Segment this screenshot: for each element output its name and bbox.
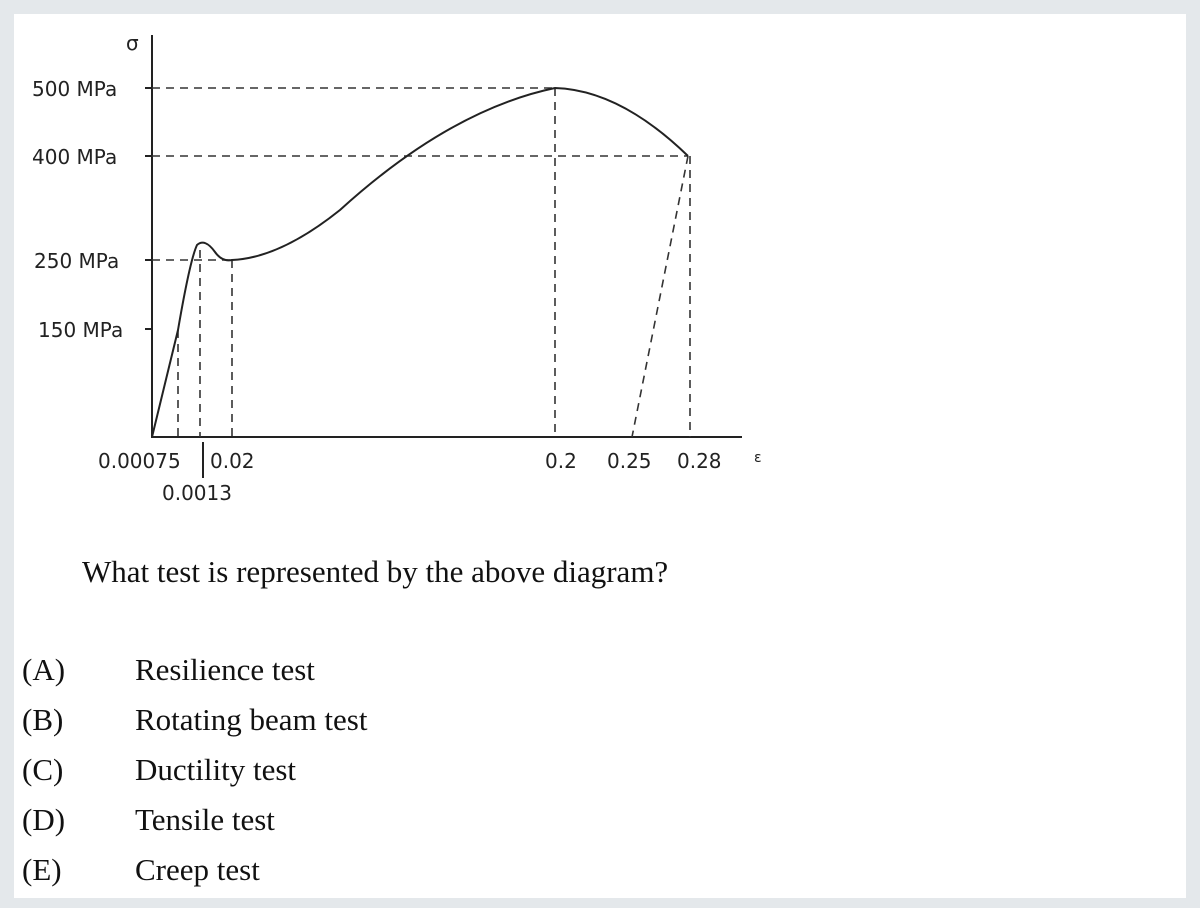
guide-lines	[152, 87, 691, 438]
x-label: 0.25	[607, 449, 652, 473]
option-letter: (C)	[22, 752, 63, 787]
option-text: Resilience test	[135, 652, 315, 687]
diagram: σ 500 MPa 400 MPa 250 MPa 150 MPa 0.0007…	[32, 31, 762, 505]
y-label: 150 MPa	[38, 318, 123, 342]
options: (A) Resilience test (B) Rotating beam test (…	[22, 652, 368, 887]
x-label: 0.00075	[98, 449, 181, 473]
panel	[14, 14, 1186, 898]
option-letter: (A)	[22, 652, 65, 687]
y-label: 500 MPa	[32, 77, 117, 101]
option-letter: (E)	[22, 852, 62, 887]
x-axis-label: ε	[754, 450, 762, 466]
option-text: Creep test	[135, 852, 260, 887]
y-label: 250 MPa	[34, 249, 119, 273]
y-ticks	[145, 87, 152, 330]
option-letter: (D)	[22, 802, 65, 837]
x-label: 0.2	[545, 449, 577, 473]
option-text: Ductility test	[135, 752, 296, 787]
y-label: 400 MPa	[32, 145, 117, 169]
y-axis-label: σ	[126, 31, 139, 55]
option-text: Tensile test	[135, 802, 275, 837]
x-label: 0.0013	[162, 481, 232, 505]
x-label: 0.28	[677, 449, 722, 473]
option-text: Rotating beam test	[135, 702, 368, 737]
question: What test is represented by the above di…	[82, 554, 668, 589]
x-label: 0.02	[210, 449, 255, 473]
option-letter: (B)	[22, 702, 63, 737]
stress-strain-curve	[151, 86, 689, 438]
